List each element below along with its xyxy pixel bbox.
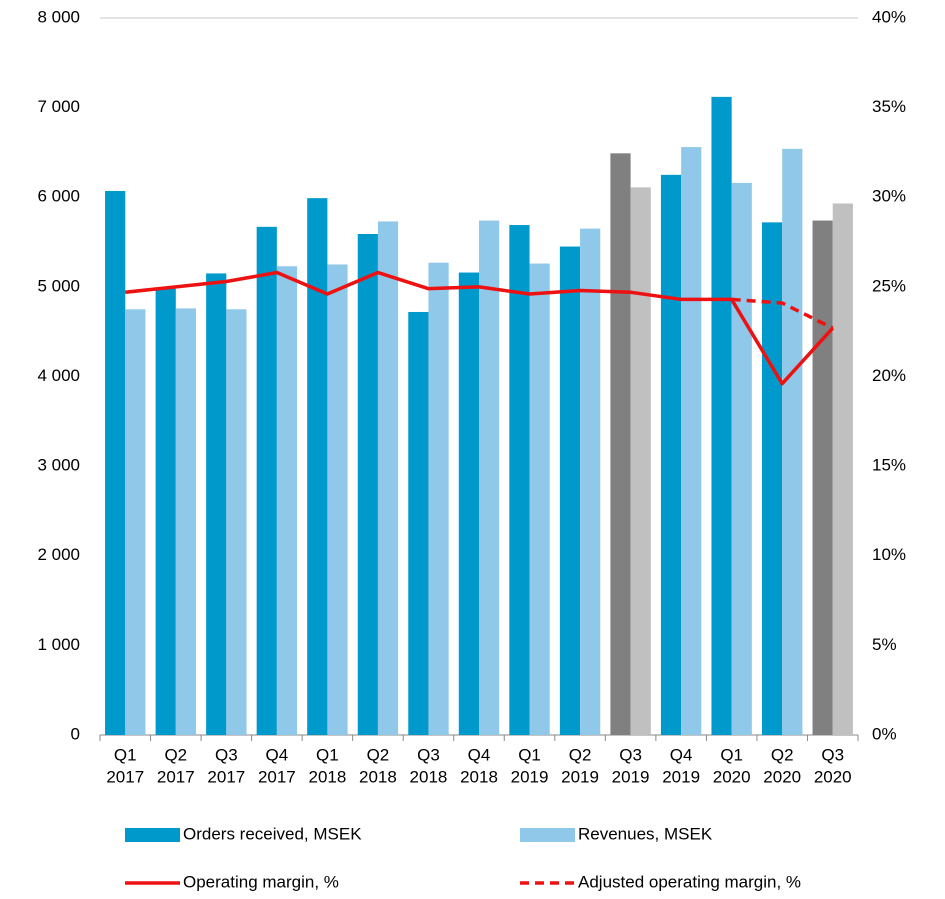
- x-tick-label: 2019: [662, 767, 700, 786]
- legend-label: Adjusted operating margin, %: [578, 872, 801, 891]
- x-tick-label: 2018: [410, 767, 448, 786]
- x-tick-label: 2017: [106, 767, 144, 786]
- bar: [206, 273, 227, 735]
- legend-label: Orders received, MSEK: [183, 824, 362, 843]
- bar: [155, 287, 176, 735]
- y-tick-label: 8 000: [37, 7, 80, 26]
- x-tick-label: 2018: [359, 767, 397, 786]
- y2-tick-label: 30%: [872, 187, 906, 206]
- bar: [832, 203, 853, 735]
- x-tick-label: Q4: [670, 745, 693, 764]
- bar: [256, 226, 277, 736]
- y-tick-label: 3 000: [37, 456, 80, 475]
- bar: [610, 153, 631, 736]
- x-tick-label: Q1: [518, 745, 541, 764]
- y2-tick-label: 35%: [872, 97, 906, 116]
- bar: [105, 190, 126, 735]
- x-tick-label: Q3: [821, 745, 844, 764]
- bar: [307, 198, 328, 736]
- legend-swatch: [125, 828, 180, 842]
- y-tick-label: 5 000: [37, 276, 80, 295]
- bar: [782, 148, 803, 736]
- bar: [630, 187, 651, 736]
- bar: [408, 311, 429, 735]
- bar: [327, 264, 348, 735]
- bar: [479, 220, 500, 736]
- bar: [226, 309, 247, 735]
- line: [125, 270, 835, 386]
- bar: [711, 96, 732, 736]
- bar: [509, 225, 530, 735]
- bar: [559, 246, 581, 735]
- bar: [276, 266, 298, 735]
- bar: [580, 228, 601, 735]
- bar: [458, 272, 479, 735]
- x-tick-label: Q2: [164, 745, 187, 764]
- x-tick-label: Q4: [266, 745, 289, 764]
- bar: [428, 262, 449, 735]
- x-tick-label: 2017: [207, 767, 245, 786]
- bar: [125, 309, 146, 735]
- y-tick-label: 0: [71, 724, 80, 743]
- x-tick-label: Q3: [619, 745, 642, 764]
- x-tick-label: 2018: [460, 767, 498, 786]
- bar: [660, 174, 682, 735]
- bar: [762, 222, 783, 736]
- x-tick-label: Q4: [468, 745, 491, 764]
- y2-tick-label: 15%: [872, 456, 906, 475]
- line: [731, 297, 834, 330]
- bar: [812, 220, 833, 736]
- bar: [175, 308, 196, 735]
- x-tick-label: Q3: [215, 745, 238, 764]
- legend-label: Revenues, MSEK: [578, 824, 713, 843]
- y-tick-label: 2 000: [37, 545, 80, 564]
- bar: [377, 221, 399, 736]
- x-tick-label: 2017: [258, 767, 296, 786]
- x-tick-label: 2019: [561, 767, 599, 786]
- y2-tick-label: 5%: [872, 635, 897, 654]
- x-tick-label: Q2: [569, 745, 592, 764]
- x-tick-label: 2020: [713, 767, 751, 786]
- y2-tick-label: 40%: [872, 7, 906, 26]
- y2-tick-label: 0%: [872, 724, 897, 743]
- x-tick-label: 2019: [511, 767, 549, 786]
- x-tick-label: Q1: [114, 745, 137, 764]
- legend-label: Operating margin, %: [183, 872, 339, 891]
- x-tick-label: Q3: [417, 745, 440, 764]
- y-tick-label: 1 000: [37, 635, 80, 654]
- legend-swatch: [520, 828, 575, 842]
- y-tick-label: 4 000: [37, 366, 80, 385]
- x-tick-label: Q1: [720, 745, 743, 764]
- x-tick-label: 2018: [308, 767, 346, 786]
- y-tick-label: 7 000: [37, 97, 80, 116]
- x-tick-label: Q1: [316, 745, 339, 764]
- bar: [357, 233, 378, 735]
- x-tick-label: 2020: [814, 767, 852, 786]
- bar: [681, 147, 702, 735]
- x-tick-label: 2020: [763, 767, 801, 786]
- x-tick-label: 2019: [612, 767, 650, 786]
- x-tick-label: 2017: [157, 767, 195, 786]
- x-tick-label: Q2: [771, 745, 794, 764]
- bar: [529, 263, 550, 735]
- y-tick-label: 6 000: [37, 187, 80, 206]
- y2-tick-label: 20%: [872, 366, 906, 385]
- x-tick-label: Q2: [367, 745, 390, 764]
- y2-tick-label: 25%: [872, 276, 906, 295]
- bar: [731, 182, 752, 735]
- y2-tick-label: 10%: [872, 545, 906, 564]
